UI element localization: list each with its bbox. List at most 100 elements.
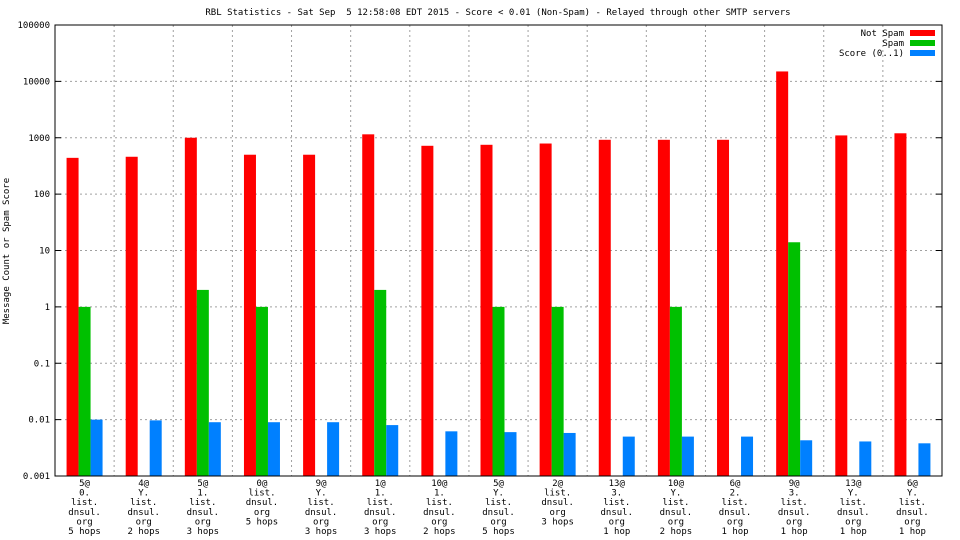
x-tick-label-line: list.: [781, 498, 808, 508]
x-tick-label-line: 10@: [668, 479, 685, 489]
x-tick-label-line: dnsul.: [719, 508, 752, 518]
x-tick-label-line: list.: [544, 489, 571, 499]
bar-spam: [255, 306, 268, 476]
x-tick-label: 5@ 1. list. dnsul. org 3 hops: [187, 479, 220, 537]
x-tick-label-line: 6@: [730, 479, 741, 489]
x-tick-label-line: list.: [721, 498, 748, 508]
x-tick-label: 5@ 0. list. dnsul. org 5 hops: [68, 479, 101, 537]
x-tick-label-line: org: [490, 517, 506, 527]
x-tick-label-line: 1@: [375, 479, 386, 489]
bar-not-spam: [776, 71, 789, 477]
bar-not-spam: [184, 137, 197, 476]
bar-score-0-1: [563, 432, 576, 476]
x-tick-label-line: 1 hop: [840, 527, 867, 537]
x-tick-label-line: 13@: [845, 479, 862, 489]
bar-not-spam: [243, 154, 256, 476]
bar-score-0-1: [445, 431, 458, 476]
y-tick-label: 10000: [23, 77, 50, 87]
x-tick-label-line: 5@: [197, 479, 208, 489]
bar-score-0-1: [681, 436, 694, 476]
x-tick-label-line: 9@: [789, 479, 800, 489]
bar-spam: [492, 306, 505, 476]
x-tick-label-line: dnsul.: [778, 508, 811, 518]
bar-score-0-1: [918, 443, 931, 476]
bar-score-0-1: [90, 419, 103, 476]
y-tick-label: 0.01: [28, 416, 50, 426]
x-tick-label-line: 3 hops: [305, 527, 338, 537]
bar-spam: [78, 306, 91, 476]
x-tick-label-line: 1 hop: [721, 527, 748, 537]
y-tick-label: 100000: [17, 21, 50, 31]
x-tick-label-line: 4@: [138, 479, 149, 489]
y-tick-label: 10: [39, 247, 50, 257]
bar-spam: [788, 242, 801, 476]
x-tick-label-line: list.: [840, 498, 867, 508]
x-tick-label-line: 1 hop: [781, 527, 808, 537]
bar-score-0-1: [800, 440, 813, 476]
x-tick-label-line: Y.: [670, 489, 681, 499]
legend-swatch: [910, 50, 935, 56]
x-tick-label-line: 1 hop: [603, 527, 630, 537]
bar-spam: [669, 306, 682, 476]
x-tick-label: 6@ Y. list. dnsul. org 1 hop: [896, 479, 929, 537]
x-tick-label-line: list.: [485, 498, 512, 508]
x-tick-label-line: org: [372, 517, 388, 527]
x-tick-label-line: org: [550, 508, 566, 518]
bar-score-0-1: [149, 420, 162, 476]
x-tick-label-line: 5@: [493, 479, 504, 489]
x-tick-label-line: list.: [130, 498, 157, 508]
bar-not-spam: [657, 139, 670, 477]
x-tick-label: 9@ Y. list. dnsul. org 3 hops: [305, 479, 338, 537]
x-tick-label-line: list.: [367, 498, 394, 508]
x-tick-label-line: dnsul.: [187, 508, 220, 518]
x-tick-label: 6@ 2. list. dnsul. org 1 hop: [719, 479, 752, 537]
bar-score-0-1: [622, 436, 635, 476]
x-tick-label-line: Y.: [848, 489, 859, 499]
legend-swatch: [910, 40, 935, 46]
x-tick-label-line: dnsul.: [246, 498, 279, 508]
x-tick-label-line: dnsul.: [423, 508, 456, 518]
x-tick-label-line: 3 hops: [541, 517, 574, 527]
bar-score-0-1: [504, 432, 517, 476]
bar-not-spam: [894, 133, 907, 476]
bar-score-0-1: [208, 422, 221, 476]
bars: [66, 71, 931, 477]
x-tick-label-line: org: [609, 517, 625, 527]
x-tick-label-line: 3.: [789, 489, 800, 499]
x-tick-label: 13@ 3. list. dnsul. org 1 hop: [601, 479, 634, 537]
x-tick-label-line: org: [76, 517, 92, 527]
x-tick-label-line: org: [136, 517, 152, 527]
x-tick-label-line: 9@: [316, 479, 327, 489]
chart-title: RBL Statistics - Sat Sep 5 12:58:08 EDT …: [205, 8, 790, 18]
x-tick-label-line: list.: [189, 498, 216, 508]
bar-not-spam: [125, 156, 138, 476]
x-tick-label-line: 3.: [611, 489, 622, 499]
x-tick-label: 1@ 1. list. dnsul. org 3 hops: [364, 479, 397, 537]
x-tick-label: 2@ list. dnsul. org 3 hops: [541, 479, 574, 527]
bar-not-spam: [362, 134, 375, 476]
y-tick-label: 0.001: [23, 472, 50, 482]
x-tick-label: 9@ 3. list. dnsul. org 1 hop: [778, 479, 811, 537]
x-tick-label-line: 5 hops: [68, 527, 101, 537]
x-tick-label-line: Y.: [316, 489, 327, 499]
bar-spam: [374, 289, 387, 476]
x-tick-label-line: 5@: [79, 479, 90, 489]
x-tick-label-line: 2@: [552, 479, 563, 489]
x-tick-label-line: 6@: [907, 479, 918, 489]
x-tick-label-line: dnsul.: [541, 498, 574, 508]
x-tick-label-line: dnsul.: [896, 508, 929, 518]
x-tick-label-line: 2 hops: [423, 527, 456, 537]
x-tick-label-line: org: [845, 517, 861, 527]
bar-score-0-1: [859, 441, 872, 476]
x-tick-label-line: 3 hops: [364, 527, 397, 537]
x-tick-label-line: 2 hops: [127, 527, 160, 537]
x-tick-label-line: org: [727, 517, 743, 527]
x-tick-label-line: dnsul.: [837, 508, 870, 518]
x-tick-label-line: org: [254, 508, 270, 518]
x-tick-label-line: dnsul.: [305, 508, 338, 518]
y-axis-ticks: 0.001 0.01 0.1 1 10 100 1000 10000 100000: [17, 21, 942, 482]
bar-not-spam: [480, 144, 493, 476]
x-tick-label-line: 1.: [375, 489, 386, 499]
x-tick-label-line: Y.: [907, 489, 918, 499]
